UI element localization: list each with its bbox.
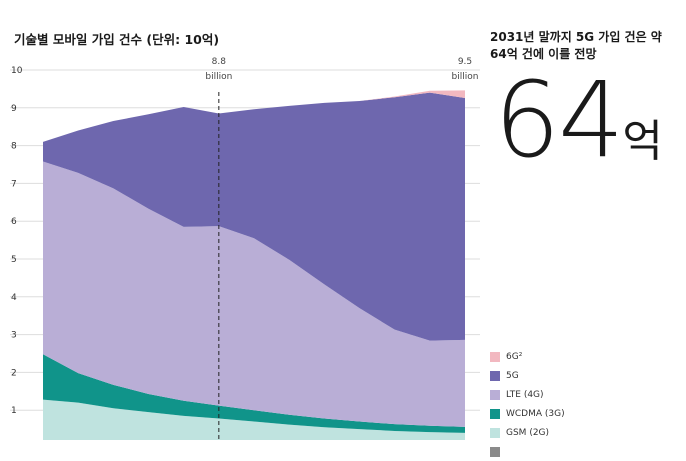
annotation-unit-1: billion [452,72,479,82]
big-number: 64억 [494,68,663,194]
legend-item-lte: LTE (4G) [490,385,565,404]
legend-swatch-other [490,446,500,457]
y-tick-label-4: 4 [11,293,17,303]
headline: 2031년 말까지 5G 가입 건은 약 64억 건에 이를 전망 [490,30,662,61]
y-tick-label-10: 10 [11,66,23,76]
legend-item-other [490,442,565,461]
annotation-value-0: 8.8 [212,57,227,67]
area-series-lte-4g [43,161,465,427]
legend-label-gsm: GSM (2G) [506,427,550,438]
area-series-gsm-2g [43,399,465,440]
legend-swatch-lte [490,389,500,400]
legend-item-6g: 6G² [490,347,565,366]
legend-label-wcdma: WCDMA (3G) [506,408,565,419]
legend-swatch-wcdma [490,408,500,419]
annotation-unit-0: billion [205,72,232,82]
y-tick-label-7: 7 [11,179,17,189]
legend-swatch-6g [490,351,500,362]
legend: 6G² 5G LTE (4G) WCDMA (3G) GSM (2G) [490,347,565,461]
y-tick-label-8: 8 [11,142,17,152]
y-tick-label-1: 1 [11,406,17,416]
subscriptions-area-chart: 1 2 3 4 5 6 7 8 9 10 8.8 billion 9.5 billion [10,57,480,440]
area-series-5g [43,92,465,341]
annotation-value-1: 9.5 [458,57,472,67]
chart-title: 기술별 모바일 가입 건수 (단위: 10억) [14,32,220,47]
legend-label-5g: 5G [506,370,519,381]
legend-swatch-gsm [490,427,500,438]
legend-item-wcdma: WCDMA (3G) [490,404,565,423]
legend-item-gsm: GSM (2G) [490,423,565,442]
area-series-wcdma-3g [43,354,465,433]
big-number-value: 64 [494,59,624,181]
y-tick-label-5: 5 [11,255,17,265]
legend-label-6g: 6G² [506,351,523,362]
big-number-unit: 억 [622,116,663,167]
y-tick-label-2: 2 [11,368,17,378]
y-tick-label-3: 3 [11,331,17,341]
legend-label-lte: LTE (4G) [506,389,544,400]
y-tick-label-9: 9 [11,104,17,114]
legend-item-5g: 5G [490,366,565,385]
y-tick-label-6: 6 [11,217,17,227]
legend-swatch-5g [490,370,500,381]
